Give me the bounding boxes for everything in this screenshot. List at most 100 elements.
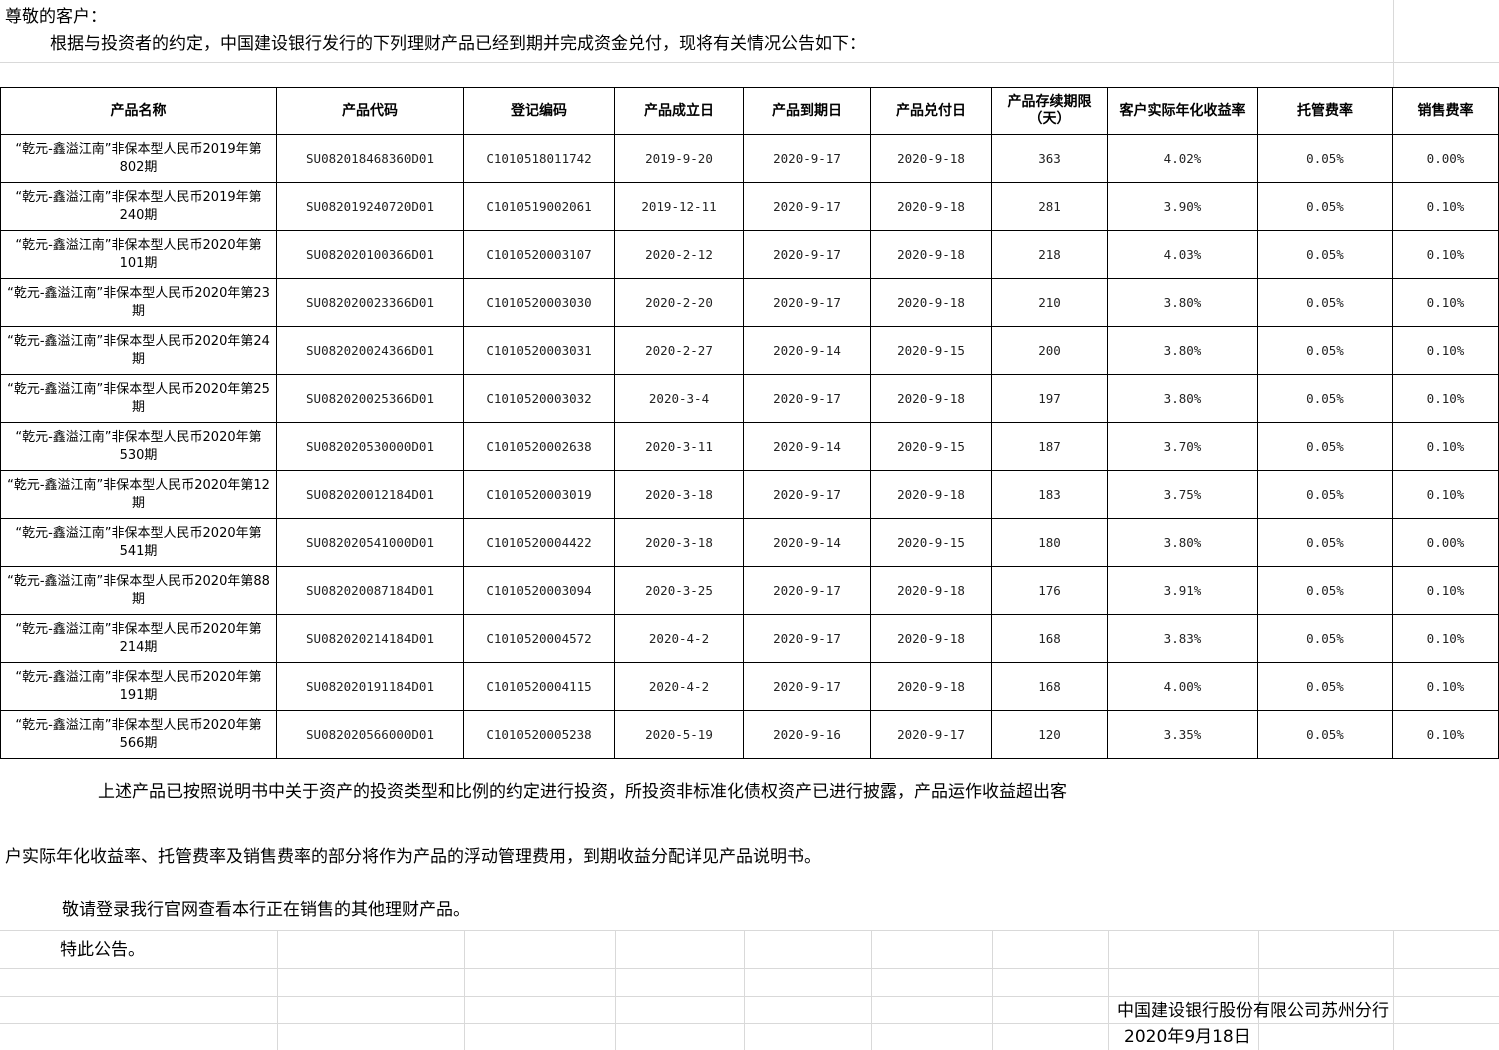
column-header-product-code: 产品代码 xyxy=(277,87,464,135)
cell-registration-code: C1010519002061 xyxy=(464,183,615,231)
cell-payment-date: 2020-9-18 xyxy=(871,231,992,279)
cell-product-code: SU082020023366D01 xyxy=(277,279,464,327)
gridline xyxy=(1393,0,1394,87)
paragraph-website: 敬请登录我行官网查看本行正在销售的其他理财产品。 xyxy=(62,900,470,920)
cell-custody-fee-rate: 0.05% xyxy=(1258,279,1393,327)
gridline xyxy=(1258,930,1259,1050)
cell-start-date: 2020-4-2 xyxy=(615,615,744,663)
cell-product-name: “乾元-鑫溢江南”非保本型人民币2020年第88期 xyxy=(0,567,277,615)
cell-payment-date: 2020-9-18 xyxy=(871,471,992,519)
cell-payment-date: 2020-9-18 xyxy=(871,663,992,711)
cell-duration-days: 210 xyxy=(992,279,1108,327)
cell-payment-date: 2020-9-18 xyxy=(871,183,992,231)
cell-product-name: “乾元-鑫溢江南”非保本型人民币2020年第214期 xyxy=(0,615,277,663)
cell-start-date: 2020-2-27 xyxy=(615,327,744,375)
gridline xyxy=(0,62,1499,63)
cell-duration-days: 187 xyxy=(992,423,1108,471)
cell-annual-yield: 3.80% xyxy=(1108,519,1258,567)
cell-sales-fee-rate: 0.10% xyxy=(1393,471,1499,519)
cell-start-date: 2020-3-18 xyxy=(615,471,744,519)
cell-duration-days: 200 xyxy=(992,327,1108,375)
cell-annual-yield: 3.80% xyxy=(1108,375,1258,423)
cell-payment-date: 2020-9-18 xyxy=(871,279,992,327)
cell-product-name: “乾元-鑫溢江南”非保本型人民币2020年第530期 xyxy=(0,423,277,471)
cell-product-code: SU082020541000D01 xyxy=(277,519,464,567)
cell-sales-fee-rate: 0.10% xyxy=(1393,567,1499,615)
cell-product-code: SU082019240720D01 xyxy=(277,183,464,231)
cell-duration-days: 176 xyxy=(992,567,1108,615)
cell-maturity-date: 2020-9-17 xyxy=(744,615,871,663)
gridline xyxy=(744,930,745,1050)
cell-duration-days: 120 xyxy=(992,711,1108,759)
cell-annual-yield: 3.91% xyxy=(1108,567,1258,615)
cell-start-date: 2020-3-4 xyxy=(615,375,744,423)
greeting: 尊敬的客户： xyxy=(5,7,107,27)
cell-sales-fee-rate: 0.10% xyxy=(1393,279,1499,327)
cell-payment-date: 2020-9-18 xyxy=(871,567,992,615)
cell-start-date: 2020-3-11 xyxy=(615,423,744,471)
cell-product-code: SU082020024366D01 xyxy=(277,327,464,375)
cell-registration-code: C1010520003094 xyxy=(464,567,615,615)
cell-maturity-date: 2020-9-14 xyxy=(744,519,871,567)
cell-maturity-date: 2020-9-17 xyxy=(744,567,871,615)
gridline xyxy=(0,996,1499,997)
cell-product-code: SU082018468360D01 xyxy=(277,135,464,183)
cell-annual-yield: 3.80% xyxy=(1108,279,1258,327)
cell-sales-fee-rate: 0.10% xyxy=(1393,663,1499,711)
column-header-start-date: 产品成立日 xyxy=(615,87,744,135)
cell-payment-date: 2020-9-15 xyxy=(871,423,992,471)
cell-product-code: SU082020025366D01 xyxy=(277,375,464,423)
cell-start-date: 2019-9-20 xyxy=(615,135,744,183)
cell-product-code: SU082020012184D01 xyxy=(277,471,464,519)
gridline xyxy=(0,1023,1499,1024)
cell-custody-fee-rate: 0.05% xyxy=(1258,375,1393,423)
cell-duration-days: 183 xyxy=(992,471,1108,519)
cell-sales-fee-rate: 0.10% xyxy=(1393,327,1499,375)
cell-maturity-date: 2020-9-17 xyxy=(744,183,871,231)
cell-sales-fee-rate: 0.00% xyxy=(1393,519,1499,567)
paragraph-fees: 户实际年化收益率、托管费率及销售费率的部分将作为产品的浮动管理费用，到期收益分配… xyxy=(5,847,821,867)
gridline xyxy=(464,930,465,1050)
cell-product-name: “乾元-鑫溢江南”非保本型人民币2020年第541期 xyxy=(0,519,277,567)
gridline xyxy=(871,930,872,1050)
cell-registration-code: C1010520004572 xyxy=(464,615,615,663)
cell-duration-days: 197 xyxy=(992,375,1108,423)
cell-product-code: SU082020100366D01 xyxy=(277,231,464,279)
cell-custody-fee-rate: 0.05% xyxy=(1258,135,1393,183)
cell-payment-date: 2020-9-17 xyxy=(871,711,992,759)
cell-duration-days: 168 xyxy=(992,615,1108,663)
cell-custody-fee-rate: 0.05% xyxy=(1258,327,1393,375)
column-header-registration-code: 登记编码 xyxy=(464,87,615,135)
gridline xyxy=(1108,930,1109,1050)
cell-product-name: “乾元-鑫溢江南”非保本型人民币2020年第24期 xyxy=(0,327,277,375)
cell-start-date: 2020-3-25 xyxy=(615,567,744,615)
cell-maturity-date: 2020-9-14 xyxy=(744,327,871,375)
cell-registration-code: C1010520003032 xyxy=(464,375,615,423)
cell-duration-days: 363 xyxy=(992,135,1108,183)
cell-sales-fee-rate: 0.10% xyxy=(1393,231,1499,279)
cell-registration-code: C1010520002638 xyxy=(464,423,615,471)
cell-custody-fee-rate: 0.05% xyxy=(1258,231,1393,279)
column-header-product-name: 产品名称 xyxy=(0,87,277,135)
cell-annual-yield: 3.35% xyxy=(1108,711,1258,759)
cell-custody-fee-rate: 0.05% xyxy=(1258,567,1393,615)
cell-payment-date: 2020-9-15 xyxy=(871,519,992,567)
gridline xyxy=(0,930,1499,931)
cell-maturity-date: 2020-9-17 xyxy=(744,279,871,327)
cell-maturity-date: 2020-9-16 xyxy=(744,711,871,759)
cell-payment-date: 2020-9-18 xyxy=(871,615,992,663)
cell-annual-yield: 4.02% xyxy=(1108,135,1258,183)
cell-maturity-date: 2020-9-17 xyxy=(744,231,871,279)
cell-product-name: “乾元-鑫溢江南”非保本型人民币2020年第101期 xyxy=(0,231,277,279)
column-header-annual-yield: 客户实际年化收益率 xyxy=(1108,87,1258,135)
cell-registration-code: C1010518011742 xyxy=(464,135,615,183)
signature-bank: 中国建设银行股份有限公司苏州分行 xyxy=(1117,1001,1389,1021)
cell-product-code: SU082020191184D01 xyxy=(277,663,464,711)
column-header-maturity-date: 产品到期日 xyxy=(744,87,871,135)
cell-registration-code: C1010520003031 xyxy=(464,327,615,375)
column-header-sales-fee-rate: 销售费率 xyxy=(1393,87,1499,135)
cell-start-date: 2020-2-20 xyxy=(615,279,744,327)
cell-annual-yield: 4.00% xyxy=(1108,663,1258,711)
signature-date: 2020年9月18日 xyxy=(1124,1027,1251,1047)
cell-product-code: SU082020566000D01 xyxy=(277,711,464,759)
